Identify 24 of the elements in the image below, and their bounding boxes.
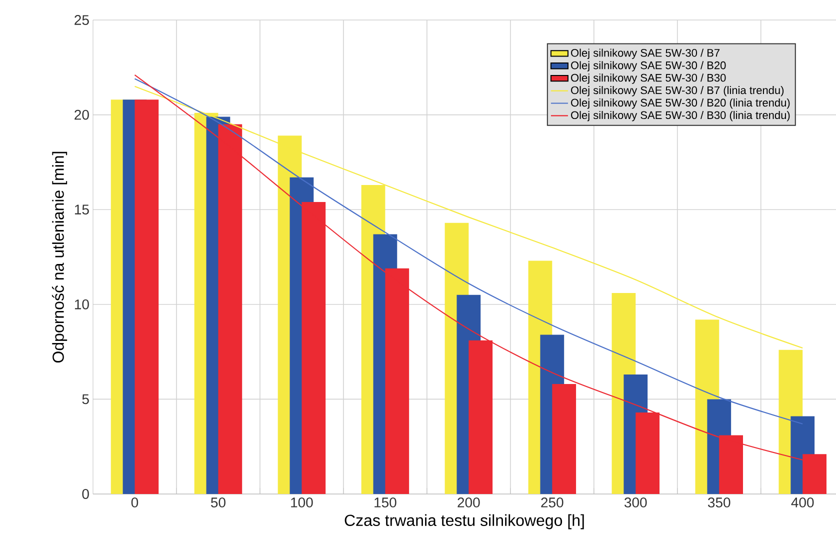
y-tick-label: 0 xyxy=(82,489,89,499)
bar xyxy=(134,100,159,494)
x-tick-label: 400 xyxy=(791,498,814,508)
x-tick-label: 50 xyxy=(211,498,226,508)
legend-label: Olej silnikowy SAE 5W-30 / B30 (linia trendu) xyxy=(571,110,790,122)
legend-label: Olej silnikowy SAE 5W-30 / B7 (linia trendu) xyxy=(571,86,784,96)
y-tick-label: 5 xyxy=(82,394,89,404)
legend-label: Olej silnikowy SAE 5W-30 / B20 (linia trendu) xyxy=(571,98,790,109)
legend-label: Olej silnikowy SAE 5W-30 / B20 xyxy=(571,61,726,72)
y-tick-label: 20 xyxy=(74,110,89,120)
legend-label: Olej silnikowy SAE 5W-30 / B30 xyxy=(571,74,726,84)
x-tick-label: 200 xyxy=(458,498,480,508)
y-tick-label: 15 xyxy=(74,204,89,214)
x-tick-label: 150 xyxy=(374,498,396,508)
x-tick-label: 100 xyxy=(291,498,313,508)
y-tick-label: 25 xyxy=(74,15,89,25)
x-tick-label: 350 xyxy=(708,498,730,508)
legend-label: Olej silnikowy SAE 5W-30 / B7 xyxy=(571,48,720,59)
x-axis-title: Czas trwania testu silnikowego [h] xyxy=(344,514,584,530)
y-axis-title: Odporność na utlenianie [min] xyxy=(52,152,68,363)
y-tick-label: 10 xyxy=(74,299,89,310)
x-tick-label: 250 xyxy=(541,498,564,508)
x-tick-label: 0 xyxy=(131,498,138,508)
x-tick-label: 300 xyxy=(624,498,647,508)
